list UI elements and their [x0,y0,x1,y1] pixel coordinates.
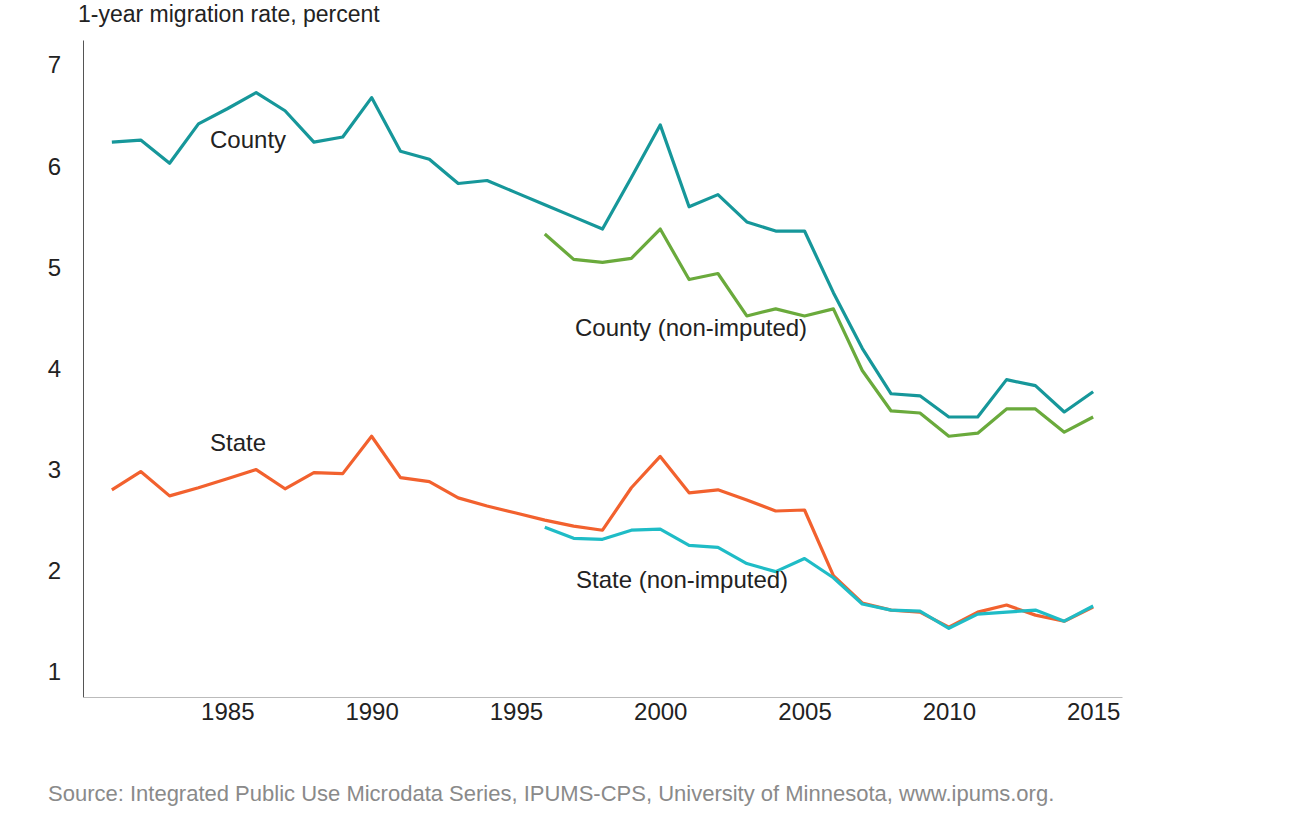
chart: 1-year migration rate, percent 1 2 3 4 5 6 7 198… [0,0,1297,813]
series-label: County [210,126,286,153]
x-tick: 2015 [1067,697,1120,725]
x-tick-label: 2015 [1067,698,1120,725]
x-tick: 2010 [923,697,976,725]
y-tick-label: 4 [48,355,61,382]
series-label: State [210,429,266,456]
y-tick-label: 5 [48,254,61,281]
x-tick-label: 1990 [345,698,398,725]
series-line [545,527,1093,628]
x-tick: 1990 [345,697,398,725]
series-line [112,93,1093,417]
y-tick: 6 [48,153,83,180]
y-tick-label: 1 [48,658,61,685]
lines [112,93,1093,629]
y-tick-label: 7 [48,51,61,78]
series-line [112,436,1093,627]
y-axis-title: 1-year migration rate, percent [78,1,380,27]
y-tick: 2 [48,557,83,584]
x-tick-label: 2000 [634,698,687,725]
series-label: County (non-imputed) [575,314,807,341]
series-line [545,229,1093,436]
x-tick: 2000 [634,697,687,725]
y-axis: 1 2 3 4 5 6 7 [48,41,84,698]
y-tick-label: 2 [48,557,61,584]
x-tick-label: 2010 [923,698,976,725]
y-tick: 1 [48,658,83,685]
y-tick-label: 3 [48,456,61,483]
y-tick: 5 [48,254,83,281]
x-tick: 2005 [778,697,831,725]
y-tick-label: 6 [48,153,61,180]
y-tick: 4 [48,355,83,382]
y-tick: 3 [48,456,83,483]
x-tick-label: 1985 [201,698,254,725]
series-label: State (non-imputed) [576,566,788,593]
x-tick-label: 2005 [778,698,831,725]
series-labels: County County (non-imputed) State State (no… [210,126,807,593]
source-note: Source: Integrated Public Use Microdata … [48,781,1054,806]
x-axis: 1985 1990 1995 2000 2005 2010 2015 [84,697,1123,725]
x-tick-label: 1995 [490,698,543,725]
x-tick: 1995 [490,697,543,725]
y-tick: 7 [48,51,83,78]
x-tick: 1985 [201,697,254,725]
y-axis-line [83,41,84,698]
